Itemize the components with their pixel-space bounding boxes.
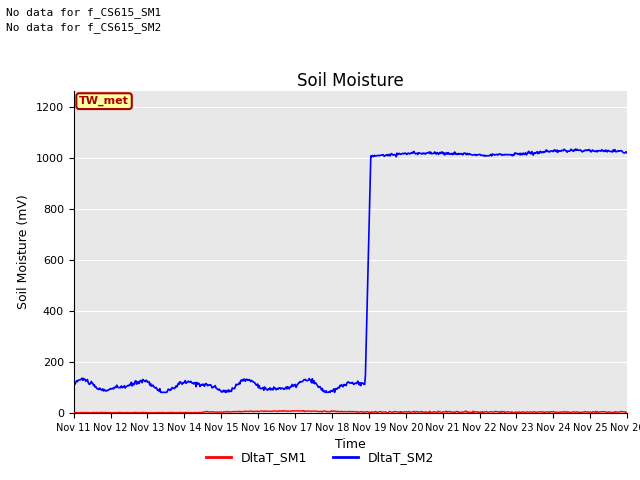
- DltaT_SM1: [435, 409, 442, 415]
- DltaT_SM2: [137, 378, 145, 384]
- Title: Soil Moisture: Soil Moisture: [297, 72, 404, 90]
- DltaT_SM2: [158, 389, 166, 395]
- Text: TW_met: TW_met: [79, 96, 129, 106]
- DltaT_SM2: [223, 389, 230, 395]
- Y-axis label: Soil Moisture (mV): Soil Moisture (mV): [17, 194, 30, 310]
- DltaT_SM2: [435, 152, 442, 157]
- DltaT_SM2: [80, 375, 88, 381]
- DltaT_SM2: [419, 150, 426, 156]
- DltaT_SM1: [80, 410, 88, 416]
- DltaT_SM2: [70, 380, 77, 385]
- Text: No data for f_CS615_SM2: No data for f_CS615_SM2: [6, 22, 162, 33]
- DltaT_SM1: [137, 409, 145, 415]
- Text: No data for f_CS615_SM1: No data for f_CS615_SM1: [6, 7, 162, 18]
- DltaT_SM1: [193, 409, 200, 415]
- Line: DltaT_SM2: DltaT_SM2: [74, 149, 627, 392]
- Legend: DltaT_SM1, DltaT_SM2: DltaT_SM1, DltaT_SM2: [201, 446, 439, 469]
- DltaT_SM1: [279, 408, 287, 413]
- DltaT_SM1: [222, 409, 230, 415]
- DltaT_SM1: [623, 410, 631, 416]
- DltaT_SM1: [419, 410, 426, 416]
- X-axis label: Time: Time: [335, 438, 366, 451]
- DltaT_SM1: [623, 410, 630, 416]
- DltaT_SM2: [623, 149, 631, 155]
- DltaT_SM2: [194, 381, 202, 387]
- DltaT_SM2: [572, 146, 579, 152]
- Line: DltaT_SM1: DltaT_SM1: [74, 410, 627, 413]
- DltaT_SM1: [70, 409, 77, 415]
